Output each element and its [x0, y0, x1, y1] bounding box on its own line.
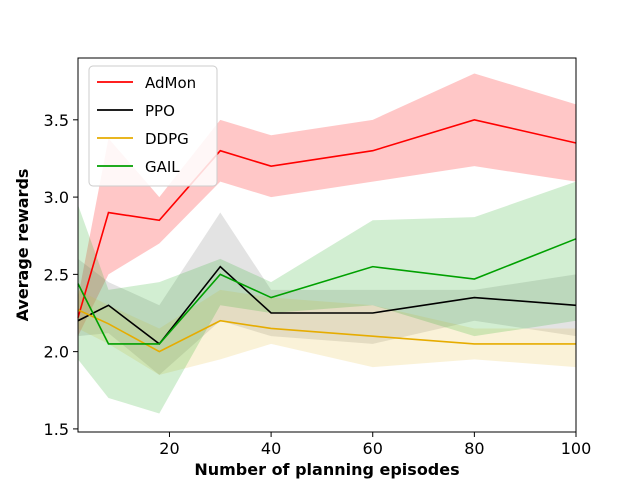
y-tick-label: 2.5 — [44, 265, 69, 284]
legend: AdMon PPO DDPG GAIL — [88, 65, 218, 187]
x-tick-label: 80 — [464, 439, 484, 458]
band-ppo — [78, 212, 576, 375]
legend-label-admon: AdMon — [145, 74, 196, 92]
line-ddpg — [77, 309, 576, 353]
legend-box — [88, 65, 218, 187]
series-lines — [77, 118, 577, 353]
legend-label-ppo: PPO — [145, 102, 175, 120]
line-ppo — [77, 265, 577, 346]
y-tick-label: 3.0 — [44, 188, 69, 207]
x-axis-label: Number of planning episodes — [194, 460, 459, 479]
legend-label-ddpg: DDPG — [145, 130, 189, 148]
band-admon — [78, 73, 576, 337]
x-tick-label: 100 — [561, 439, 592, 458]
x-axis-ticks: 20 40 60 80 100 — [159, 432, 591, 458]
band-gail — [78, 181, 576, 414]
confidence-bands — [78, 73, 576, 414]
plot-frame — [77, 57, 577, 433]
x-tick-label: 20 — [159, 439, 179, 458]
line-admon — [77, 118, 577, 318]
y-tick-label: 2.0 — [44, 343, 69, 362]
legend-label-gail: GAIL — [145, 158, 180, 176]
y-tick-label: 3.5 — [44, 111, 69, 130]
y-axis-ticks: 1.5 2.0 2.5 3.0 3.5 — [44, 111, 78, 439]
x-tick-label: 40 — [261, 439, 281, 458]
line-gail — [77, 238, 577, 345]
y-tick-label: 1.5 — [44, 420, 69, 439]
y-axis-label: Average rewards — [13, 169, 32, 322]
x-tick-label: 60 — [363, 439, 383, 458]
